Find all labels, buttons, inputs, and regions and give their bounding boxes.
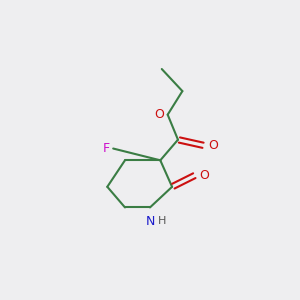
Text: O: O bbox=[199, 169, 209, 182]
Text: H: H bbox=[158, 216, 166, 226]
Text: O: O bbox=[154, 108, 164, 121]
Text: O: O bbox=[208, 139, 218, 152]
Text: N: N bbox=[145, 215, 155, 228]
Text: F: F bbox=[103, 142, 110, 155]
